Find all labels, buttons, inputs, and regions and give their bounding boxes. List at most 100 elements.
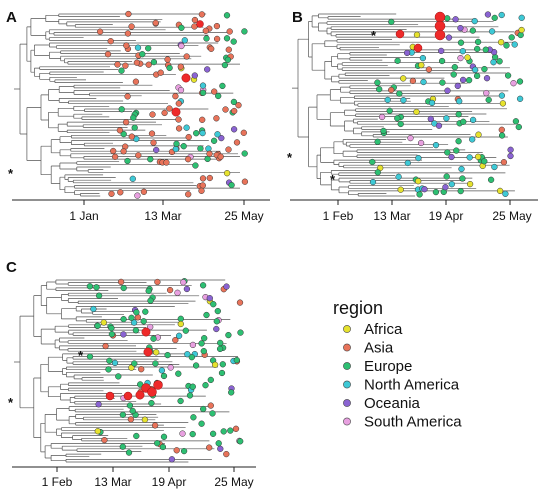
highlighted-tip-marker [196, 20, 204, 28]
tip-marker [438, 57, 446, 65]
tip-marker [138, 366, 145, 373]
tip-marker [131, 124, 138, 131]
tip-marker [233, 356, 240, 364]
highlighted-tip-marker [413, 43, 423, 53]
tip-marker [181, 37, 188, 44]
tip-marker [167, 364, 174, 371]
tip-marker [180, 279, 187, 286]
tip-marker [147, 156, 154, 163]
tip-marker [120, 284, 127, 292]
panel-c-tree: C 1 Feb 13 Mar 19 Apr 25 May * * [6, 259, 256, 489]
tip-marker [178, 24, 185, 31]
tip-marker [397, 186, 404, 193]
panel-b-annotation-star: * [287, 150, 293, 165]
tip-marker [482, 46, 489, 53]
tip-marker [206, 295, 213, 302]
tip-marker [384, 96, 391, 104]
tip-marker [120, 331, 127, 338]
tip-marker [168, 456, 176, 463]
tip-marker [460, 118, 467, 125]
panel-b-annotation-star: * [371, 28, 377, 43]
tip-marker [198, 11, 206, 18]
tip-marker [86, 283, 94, 290]
tip-marker [120, 130, 127, 138]
tip-marker [95, 401, 102, 408]
legend-swatch [343, 362, 351, 370]
tip-marker [199, 82, 207, 89]
tip-marker [198, 420, 205, 427]
tip-marker [222, 106, 229, 113]
tip-marker [518, 26, 525, 34]
tip-marker [189, 430, 196, 438]
tip-marker [160, 372, 168, 380]
tip-marker [439, 79, 446, 86]
tip-marker [172, 336, 179, 344]
tip-marker [498, 11, 505, 19]
tip-marker [217, 445, 224, 452]
tip-marker [496, 187, 504, 195]
tip-marker [236, 299, 244, 306]
tip-marker [154, 278, 161, 286]
tip-marker [374, 79, 381, 86]
panel-a-branches [14, 13, 240, 197]
tip-marker [163, 159, 170, 166]
tip-marker [417, 139, 425, 147]
tip-marker [233, 139, 241, 146]
tip-marker [487, 176, 495, 183]
tip-marker [166, 64, 173, 72]
tip-marker [471, 66, 479, 73]
tip-marker [134, 44, 142, 51]
tip-marker [217, 339, 224, 347]
tip-marker [150, 58, 158, 66]
tip-marker [124, 93, 131, 100]
tip-marker [443, 173, 450, 180]
tip-marker [206, 444, 213, 451]
tip-marker [127, 416, 135, 423]
tip-marker [101, 436, 108, 444]
tip-marker [111, 359, 119, 367]
tip-marker [104, 51, 112, 58]
tip-marker [225, 146, 232, 153]
tip-marker [490, 59, 497, 66]
tip-marker [149, 111, 156, 118]
tip-marker [182, 327, 189, 334]
panel-c-annotation-star: * [8, 395, 14, 410]
tip-marker [224, 56, 232, 63]
tip-marker [502, 190, 509, 197]
tip-marker [199, 116, 206, 123]
tip-marker [145, 287, 152, 295]
tip-marker [211, 361, 219, 368]
highlighted-tip-marker [135, 390, 145, 400]
legend-label: North America [364, 377, 460, 394]
tip-marker [125, 449, 133, 456]
tip-marker [394, 115, 401, 122]
tip-marker [213, 318, 220, 325]
tip-marker [86, 353, 94, 360]
legend-title: region [333, 298, 383, 318]
tip-marker [491, 163, 498, 171]
tip-marker [223, 35, 231, 42]
tip-marker [504, 72, 512, 79]
panel-b-label: B [292, 9, 303, 26]
tip-marker [130, 319, 138, 326]
tip-marker [453, 147, 460, 154]
tip-marker [166, 286, 174, 294]
tip-marker [96, 28, 104, 35]
tip-marker [161, 109, 168, 117]
tip-marker [444, 87, 451, 94]
tip-marker [407, 134, 414, 142]
tip-marker [223, 450, 230, 458]
panel-b-tick-label: 13 Mar [373, 209, 410, 223]
tip-marker [474, 45, 481, 53]
tip-marker [445, 34, 453, 41]
tip-marker [510, 80, 517, 87]
tip-marker [129, 175, 136, 182]
tip-marker [200, 347, 207, 355]
legend-swatch [343, 325, 351, 333]
tip-marker [151, 422, 159, 429]
tip-marker [507, 146, 514, 153]
tip-marker [206, 174, 213, 182]
tip-marker [185, 133, 192, 141]
tip-marker [117, 189, 124, 196]
tip-marker [179, 430, 186, 437]
